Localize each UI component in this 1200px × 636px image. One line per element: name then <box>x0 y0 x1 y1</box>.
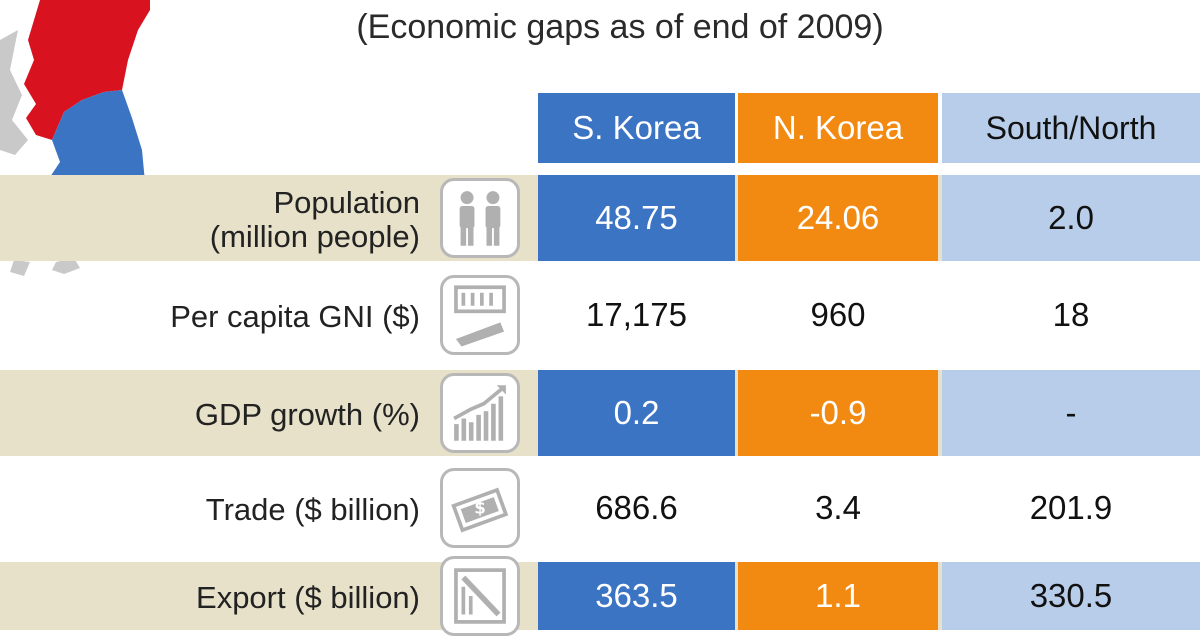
table-cell-nk: 1.1 <box>738 562 938 630</box>
people-icon <box>440 178 520 258</box>
table-cell-nk: 960 <box>810 296 866 333</box>
table-cell-sk: 48.75 <box>538 175 735 261</box>
row-label-line1: Population <box>273 185 420 220</box>
row-label-line1: Per capita GNI ($) <box>170 299 420 334</box>
svg-text:$: $ <box>474 499 486 518</box>
table-cell-sk: 0.2 <box>538 370 735 456</box>
gni-icon <box>440 275 520 355</box>
row-label-line1: Export ($ billion) <box>196 580 420 615</box>
row-label: Per capita GNI ($) <box>90 300 420 334</box>
chart-subtitle: (Economic gaps as of end of 2009) <box>356 8 884 46</box>
header-s-korea: S. Korea <box>538 93 735 163</box>
table-cell-sn: 2.0 <box>942 175 1200 261</box>
row-label: Trade ($ billion) <box>90 493 420 527</box>
table-cell-nk: -0.9 <box>738 370 938 456</box>
table-cell-sn: 330.5 <box>942 562 1200 630</box>
money-icon: $ <box>440 468 520 548</box>
table-cell-sk: 363.5 <box>538 562 735 630</box>
row-label-line2: (million people) <box>209 219 420 254</box>
row-label-line1: GDP growth (%) <box>194 397 420 432</box>
table-cell-sk: 686.6 <box>595 489 678 526</box>
header-n-korea: N. Korea <box>738 93 938 163</box>
table-cell-sk: 17,175 <box>586 296 687 333</box>
table-cell-sn: - <box>942 370 1200 456</box>
export-icon <box>440 556 520 636</box>
table-cell-sn: 201.9 <box>1029 489 1113 526</box>
table-cell-sn: 18 <box>1052 296 1090 333</box>
row-label-line1: Trade ($ billion) <box>205 492 420 527</box>
growth-chart-icon <box>440 373 520 453</box>
table-cell-nk: 3.4 <box>815 489 861 526</box>
row-label: Population (million people) <box>90 186 420 254</box>
header-south-north: South/North <box>942 93 1200 163</box>
row-label: Export ($ billion) <box>90 581 420 615</box>
table-cell-nk: 24.06 <box>738 175 938 261</box>
row-label: GDP growth (%) <box>90 398 420 432</box>
